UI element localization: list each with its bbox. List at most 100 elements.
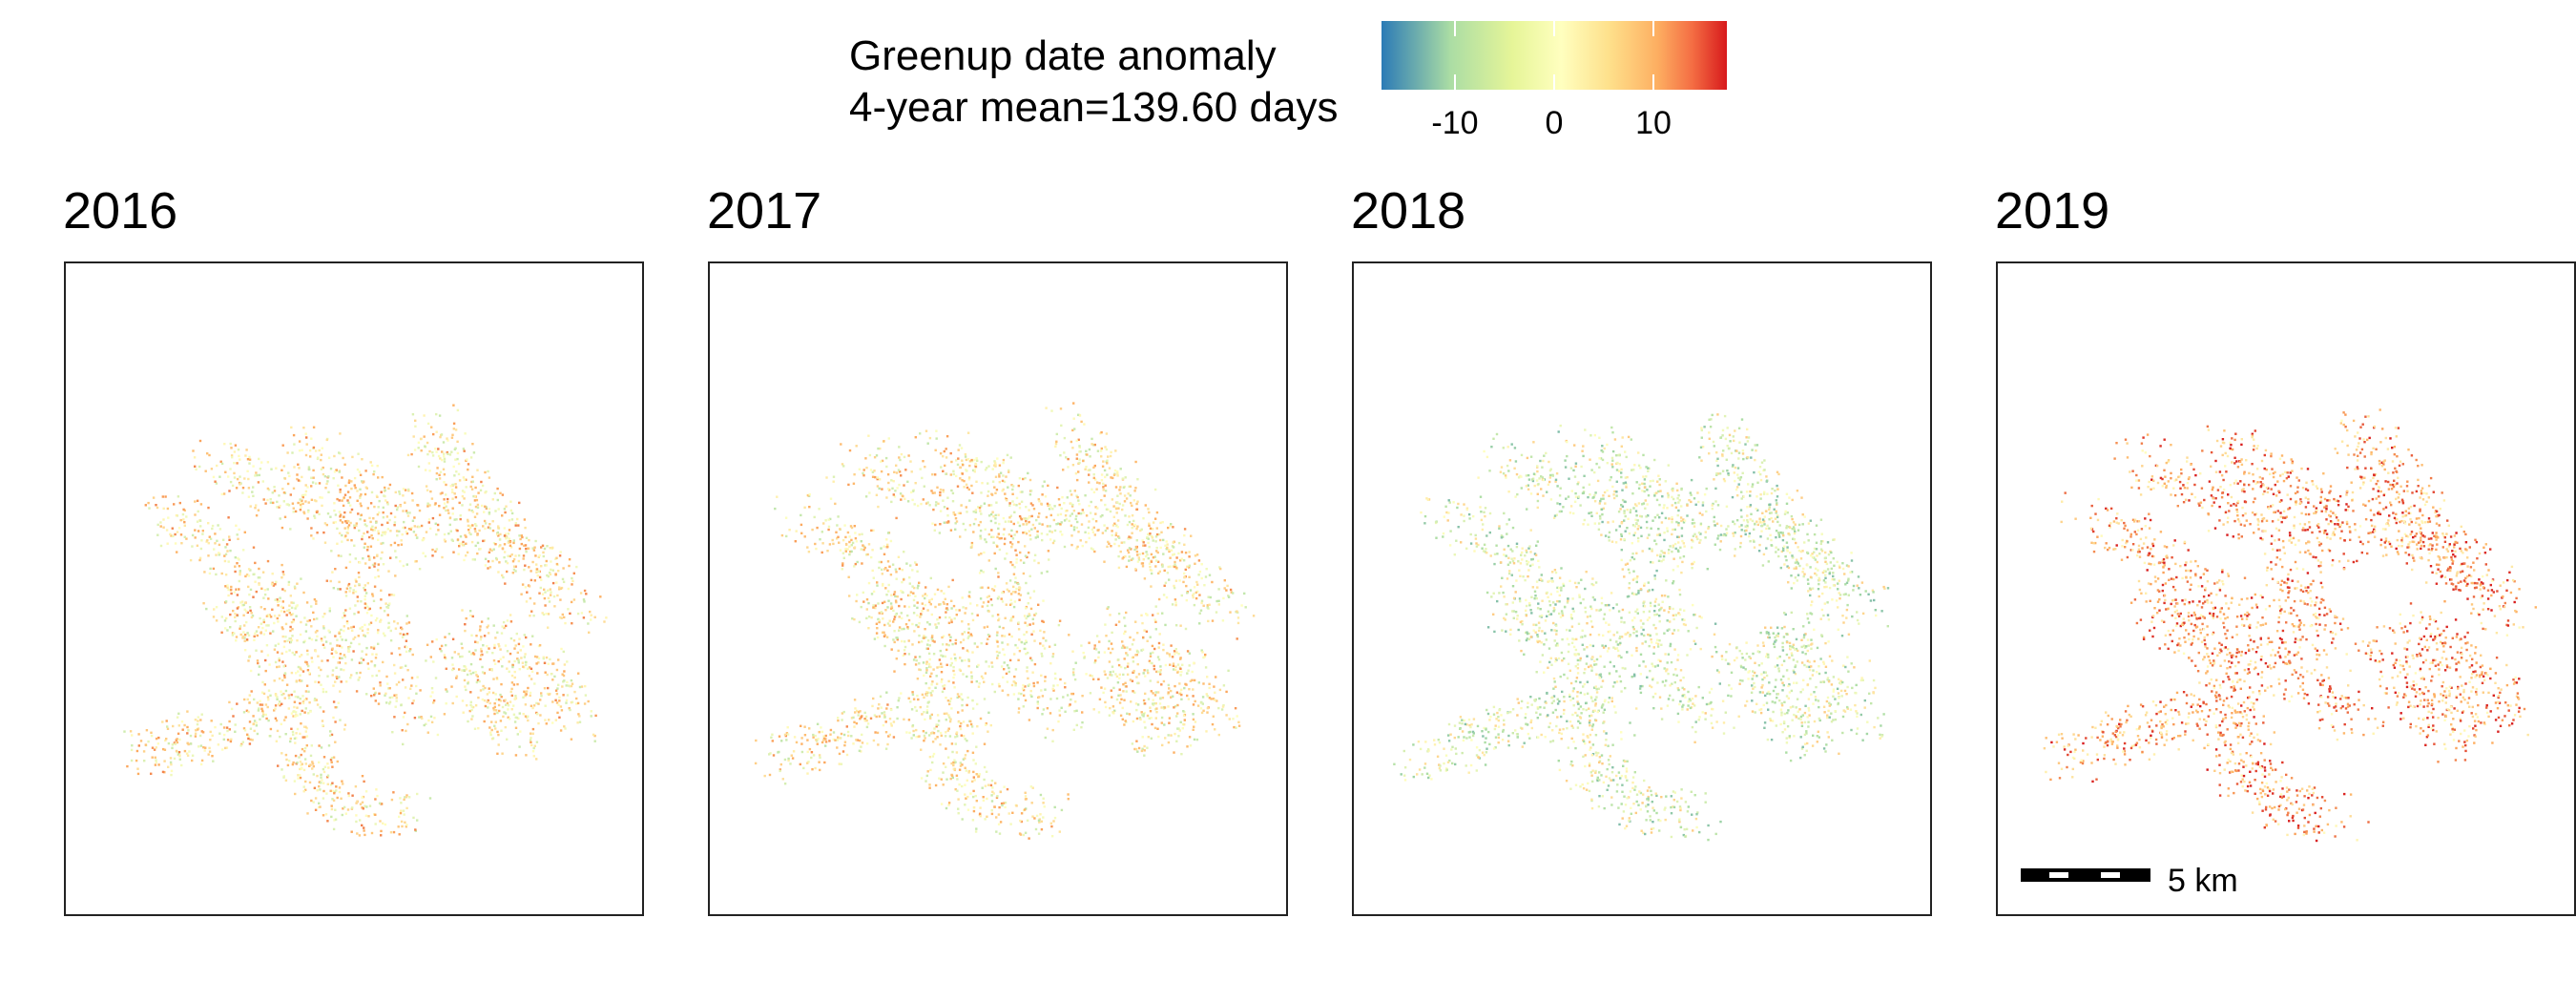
anomaly-pixel (325, 482, 328, 486)
anomaly-pixel (186, 710, 189, 713)
anomaly-pixel (1154, 565, 1157, 568)
anomaly-pixel (1143, 702, 1147, 705)
anomaly-pixel (1098, 640, 1101, 643)
anomaly-pixel (1109, 673, 1111, 677)
anomaly-pixel (458, 501, 461, 505)
anomaly-pixel (281, 635, 284, 638)
anomaly-pixel (984, 469, 987, 471)
anomaly-pixel (1088, 504, 1091, 508)
anomaly-pixel (223, 559, 227, 563)
anomaly-pixel (928, 436, 932, 440)
anomaly-pixel (366, 632, 369, 635)
anomaly-pixel (292, 761, 295, 764)
anomaly-pixel (981, 482, 984, 485)
anomaly-pixel (274, 660, 278, 664)
anomaly-pixel (1142, 699, 1146, 702)
anomaly-pixel (938, 603, 941, 606)
anomaly-pixel (1160, 531, 1163, 533)
anomaly-pixel (451, 497, 454, 500)
anomaly-pixel (1172, 541, 1174, 544)
anomaly-pixel (1101, 532, 1105, 534)
anomaly-pixel (905, 562, 908, 565)
anomaly-pixel (1068, 704, 1070, 707)
anomaly-pixel (193, 456, 197, 459)
anomaly-pixel (259, 468, 262, 470)
anomaly-pixel (572, 572, 575, 574)
anomaly-pixel (521, 583, 525, 586)
anomaly-pixel (315, 499, 318, 503)
anomaly-pixel (1108, 467, 1111, 470)
anomaly-pixel (344, 609, 347, 612)
anomaly-pixel (377, 642, 380, 645)
anomaly-pixel (509, 554, 511, 558)
anomaly-pixel (904, 640, 906, 643)
anomaly-pixel (1012, 693, 1016, 696)
anomaly-pixel (501, 665, 504, 668)
anomaly-pixel (1019, 516, 1023, 520)
anomaly-pixel (234, 619, 237, 623)
anomaly-pixel (283, 697, 286, 699)
anomaly-pixel (787, 757, 790, 761)
anomaly-pixel (1010, 484, 1013, 487)
anomaly-pixel (493, 705, 496, 709)
anomaly-pixel (968, 460, 972, 463)
anomaly-pixel (298, 756, 301, 759)
anomaly-pixel (1170, 549, 1174, 552)
anomaly-pixel (876, 636, 880, 639)
anomaly-pixel (544, 604, 547, 607)
anomaly-pixel (269, 501, 273, 504)
anomaly-pixel (1109, 510, 1112, 513)
anomaly-pixel (330, 652, 334, 656)
anomaly-pixel (451, 507, 454, 510)
anomaly-pixel (326, 480, 329, 483)
anomaly-pixel (948, 699, 952, 703)
anomaly-pixel (399, 505, 403, 508)
anomaly-pixel (887, 437, 890, 440)
anomaly-pixel (890, 648, 893, 651)
anomaly-pixel (921, 476, 924, 480)
anomaly-pixel (386, 682, 389, 685)
anomaly-pixel (550, 568, 552, 572)
anomaly-pixel (927, 665, 931, 668)
anomaly-pixel (986, 642, 988, 645)
anomaly-pixel (1092, 473, 1095, 476)
anomaly-pixel (1155, 527, 1158, 530)
anomaly-pixel (1152, 702, 1154, 705)
anomaly-pixel (502, 620, 506, 624)
anomaly-pixel (334, 720, 337, 723)
anomaly-pixel (945, 747, 947, 750)
anomaly-pixel (1022, 477, 1025, 481)
anomaly-pixel (863, 546, 866, 550)
anomaly-pixel (186, 732, 189, 735)
anomaly-pixel (1085, 540, 1088, 544)
anomaly-pixel (962, 758, 966, 761)
anomaly-pixel (802, 766, 805, 770)
anomaly-pixel (1182, 559, 1186, 562)
anomaly-pixel (135, 749, 139, 753)
anomaly-pixel (924, 603, 927, 607)
anomaly-pixel (341, 657, 343, 659)
anomaly-pixel (1010, 543, 1014, 546)
anomaly-pixel (858, 739, 862, 742)
anomaly-pixel (1157, 735, 1160, 739)
anomaly-pixel (867, 616, 871, 618)
anomaly-pixel (856, 739, 859, 741)
anomaly-pixel (1065, 517, 1069, 521)
anomaly-pixel (257, 661, 260, 665)
colorbar-tick-top (1553, 21, 1555, 36)
anomaly-pixel (229, 740, 233, 743)
anomaly-pixel (397, 544, 400, 547)
anomaly-pixel (1047, 484, 1049, 488)
anomaly-pixel (186, 725, 189, 729)
anomaly-pixel (1167, 526, 1170, 530)
anomaly-pixel (380, 598, 383, 601)
anomaly-pixel (1105, 508, 1109, 511)
anomaly-pixel (176, 551, 178, 553)
anomaly-pixel (435, 412, 438, 416)
anomaly-pixel (363, 532, 365, 535)
anomaly-pixel (262, 620, 265, 624)
anomaly-pixel (1232, 592, 1235, 595)
anomaly-pixel (485, 522, 488, 525)
anomaly-pixel (1222, 596, 1225, 600)
anomaly-pixel (1133, 747, 1136, 751)
